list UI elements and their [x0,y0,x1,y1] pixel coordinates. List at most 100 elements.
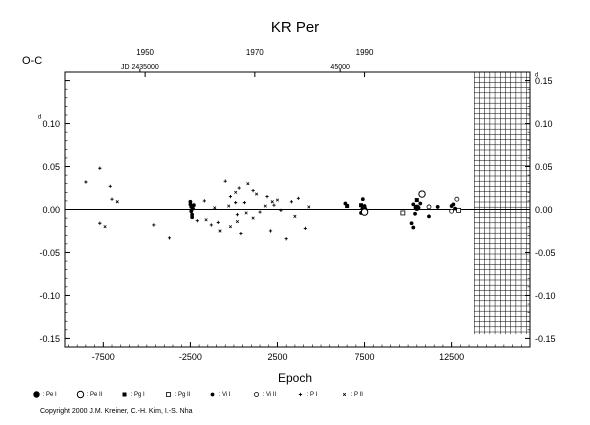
legend-symbol [254,392,259,397]
point-p-i [202,199,206,203]
point-p-i [195,219,199,223]
point-p-i [98,221,102,225]
point-p-i [223,179,227,183]
legend-label: : P I [305,392,318,399]
point-p-i [228,195,233,199]
legend-item: : P II [340,390,363,399]
point-pe-ii [360,208,369,216]
point-p-ii [251,216,255,220]
point-vi-i [413,211,417,216]
point-p-i [272,203,276,207]
jd-tick-label: JD 2435000 [121,64,159,71]
point-p-i [108,184,112,188]
point-p-ii [228,225,233,229]
legend-label: : Pg II [173,392,191,399]
point-p-ii [293,214,297,218]
y-tick-label-right: 0.05 [535,162,553,172]
point-p-i [152,223,156,227]
point-vi-i [435,205,440,209]
y-tick-label-left: 0.00 [42,205,60,215]
point-vi-i [191,203,196,208]
point-p-i [268,229,273,233]
y-unit-right: d [535,73,538,79]
point-p-ii [263,204,267,208]
point-p-i [284,237,288,241]
legend-symbol [122,392,127,397]
point-pg-i [414,198,419,203]
legend-symbol [210,392,215,397]
legend-item: : Pg I [120,390,145,399]
y-tick-label-right: 0.10 [535,119,553,129]
legend-item: : Pe I [32,390,57,399]
legend-item: : Vi I [208,390,231,399]
point-p-ii [307,205,311,209]
point-p-i [242,201,246,205]
y-tick-label-right: 0.15 [535,76,553,86]
point-p-i [298,392,303,397]
legend-label: : Vi I [217,392,231,399]
year-tick-label: 1950 [136,48,154,57]
point-p-i [234,201,238,205]
legend-item: : Vi II [252,390,276,399]
point-p-ii [275,198,280,202]
legend-label: : Pe I [41,392,57,399]
legend-symbol [166,392,171,397]
point-vi-i [191,206,195,211]
chart-title: KR Per [271,19,319,36]
point-pg-ii [166,392,171,397]
oc-diagram: KR Per Epoch O-C -0.15 -0.15 -0.10 -0.10 -0.05 -… [22,19,556,385]
y-tick-label-left: -0.15 [39,334,60,344]
point-pe-ii [418,190,426,198]
point-p-i [296,196,300,200]
point-p-i [98,166,102,170]
point-p-ii [246,182,250,186]
legend-symbol [76,390,85,399]
point-p-ii [227,204,231,208]
point-vi-i [190,215,195,220]
x-tick-label: -7500 [92,352,115,362]
point-vi-i [360,197,365,202]
x-axis-title: Epoch [278,371,312,385]
y-tick-label-right: -0.15 [535,334,556,344]
copyright-text: Copyright 2000 J.M. Kreiner, C.-H. Kim, … [40,408,193,415]
point-p-i [289,200,294,204]
point-pe-i [413,204,420,211]
legend-item: : P I [296,390,317,399]
y-tick-label-left: -0.10 [39,291,60,301]
point-p-ii [218,229,222,233]
future-region-hatch [474,71,530,335]
legend-label: : Pg I [129,392,145,399]
point-pg-i [359,203,364,208]
legend-item: : Pe II [76,390,102,399]
y-tick-label-right: -0.10 [535,291,556,301]
point-p-ii [234,190,238,194]
point-p-i [167,236,172,240]
point-p-ii [270,200,274,204]
point-p-i [209,223,213,227]
point-p-i [279,208,283,212]
point-pe-i [33,391,40,398]
point-p-i [110,197,114,201]
y-unit-left: d [38,115,41,121]
point-pg-i [345,204,350,209]
point-p-i [251,188,255,193]
point-p-ii [115,200,119,204]
legend-item: : Pg II [164,390,190,399]
point-pe-ii [76,390,85,399]
point-p-ii [213,206,217,210]
y-axis-title: O-C [22,55,42,67]
y-tick-label-left: 0.10 [42,119,60,129]
point-vi-i [418,201,423,206]
point-vi-ii [449,208,455,214]
point-p-i [237,186,241,190]
point-vi-ii [454,196,460,202]
point-vi-i [427,214,431,219]
x-tick-label: -2500 [179,352,202,362]
point-p-i [84,180,88,184]
point-vi-i [451,202,456,207]
x-tick-label: 7500 [355,352,375,362]
x-tick-label: 2500 [267,352,287,362]
point-p-i [265,195,269,199]
point-vi-ii [426,204,432,210]
x-tick-label: 12500 [439,352,464,362]
